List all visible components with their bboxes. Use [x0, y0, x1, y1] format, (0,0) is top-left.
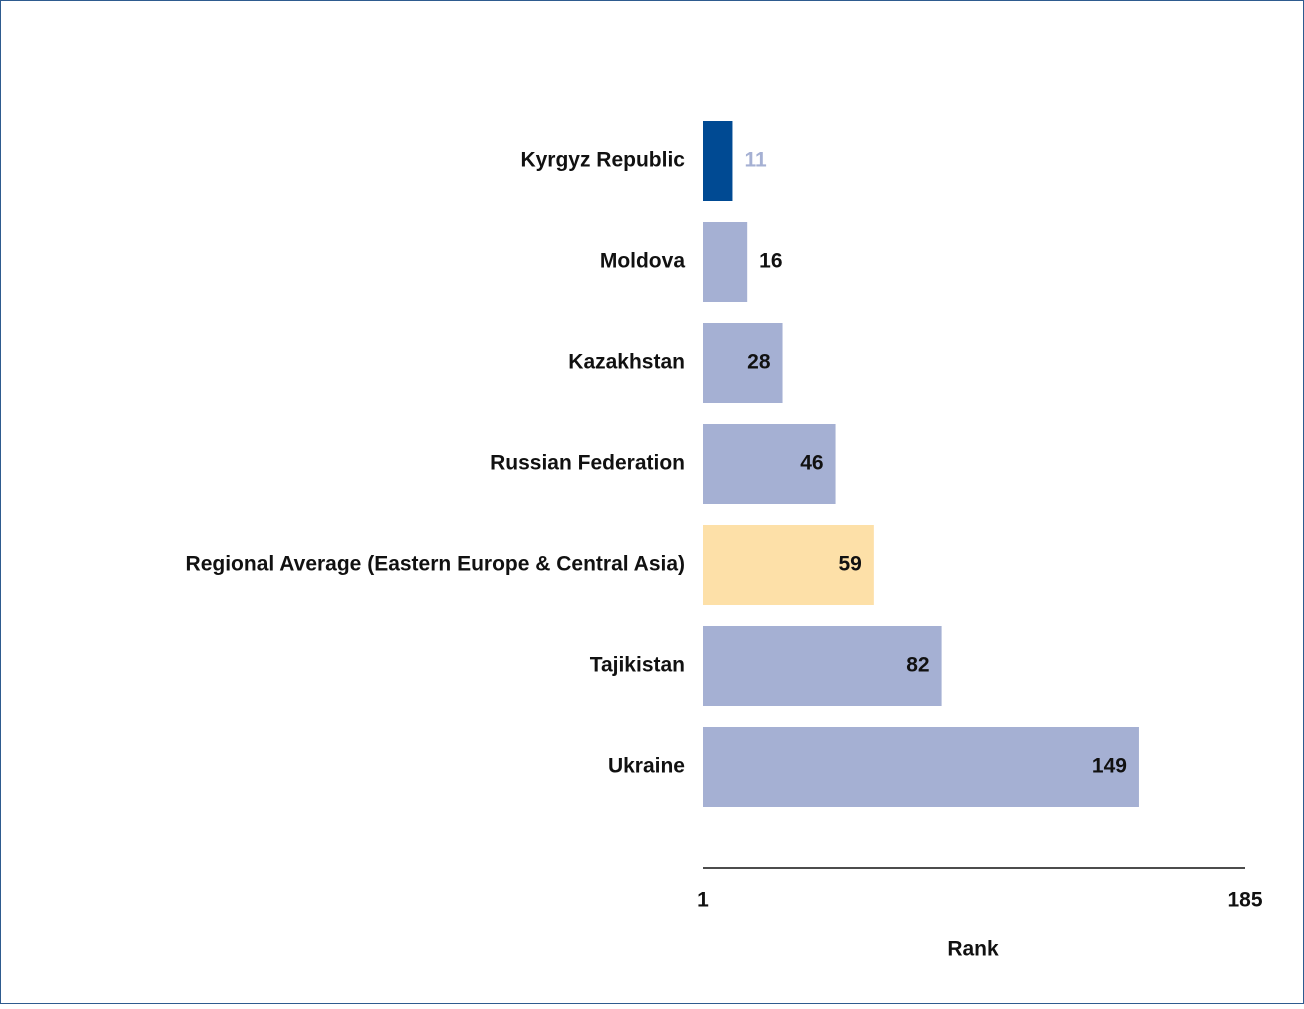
category-label: Kyrgyz Republic	[520, 149, 685, 172]
bar	[703, 525, 874, 605]
category-label: Moldova	[600, 250, 685, 273]
value-label: 46	[800, 452, 823, 475]
bar	[703, 222, 748, 302]
value-label: 149	[1092, 755, 1127, 778]
x-tick-label: 1	[697, 889, 709, 912]
category-label: Kazakhstan	[568, 351, 685, 374]
x-axis-label: Rank	[947, 938, 999, 961]
value-label: 16	[759, 250, 782, 273]
category-label: Regional Average (Eastern Europe & Centr…	[186, 553, 685, 576]
bar	[703, 626, 942, 706]
bar	[703, 424, 836, 504]
value-label: 82	[906, 654, 929, 677]
category-label: Russian Federation	[490, 452, 685, 475]
bar	[703, 121, 733, 201]
value-label: 59	[838, 553, 861, 576]
bar	[703, 323, 783, 403]
x-tick-label: 185	[1227, 889, 1262, 912]
value-label: 28	[747, 351, 771, 374]
value-label: 11	[744, 149, 767, 172]
bar	[703, 727, 1139, 807]
category-label: Ukraine	[608, 755, 685, 778]
category-label: Tajikistan	[590, 654, 685, 677]
